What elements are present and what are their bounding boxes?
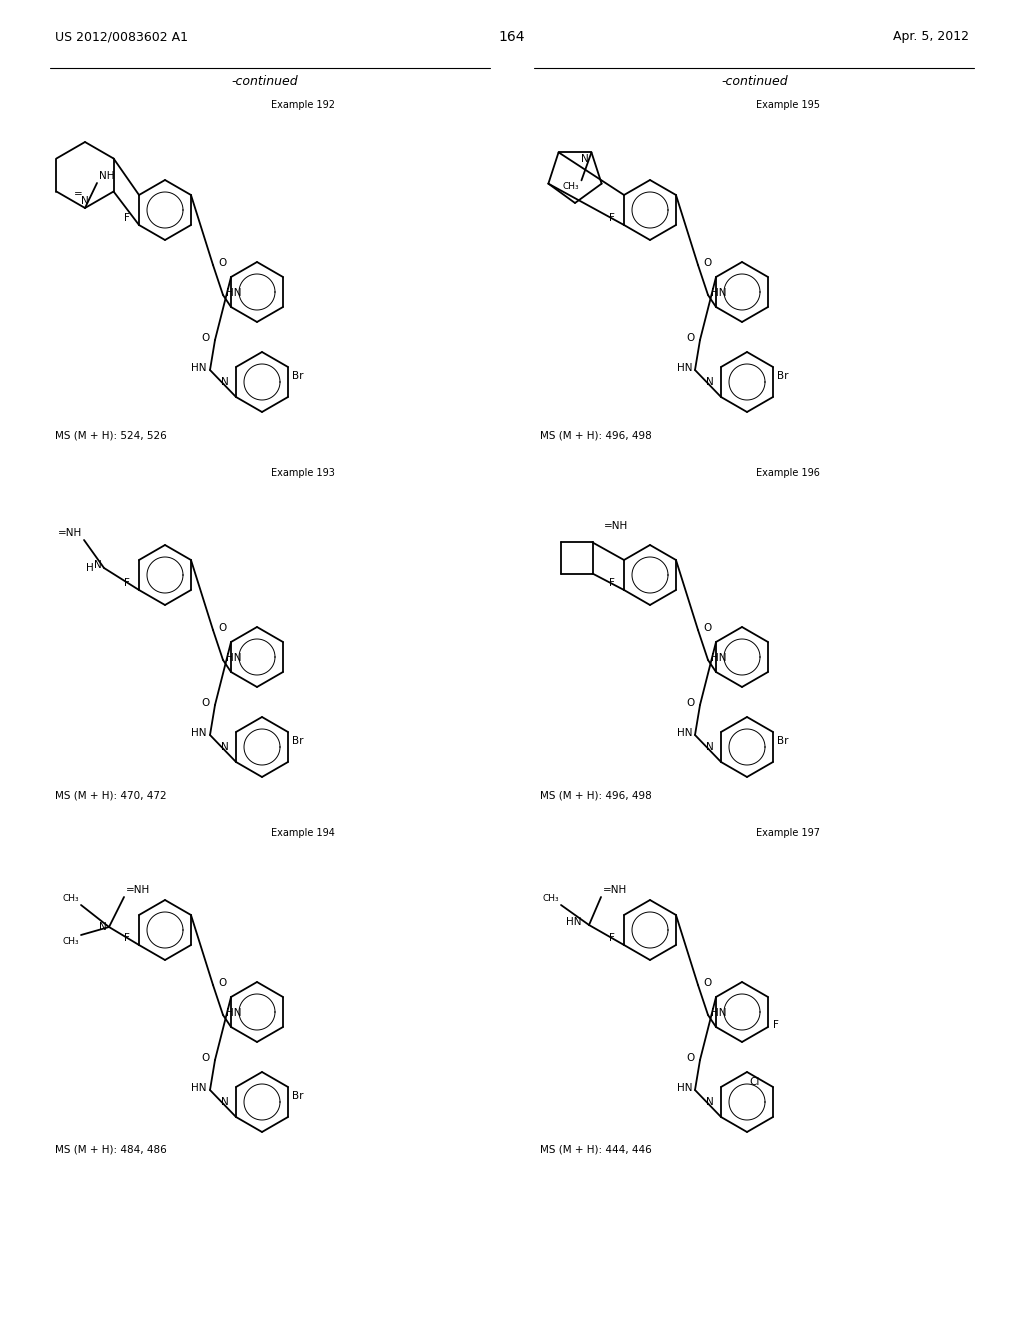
Text: Br: Br <box>292 1092 303 1101</box>
Text: N: N <box>221 742 229 752</box>
Text: HN: HN <box>677 1082 692 1093</box>
Text: HN: HN <box>191 363 207 374</box>
Text: O: O <box>687 698 695 708</box>
Text: MS (M + H): 470, 472: MS (M + H): 470, 472 <box>55 789 167 800</box>
Text: NH: NH <box>99 172 115 181</box>
Text: N: N <box>81 195 89 206</box>
Text: F: F <box>609 578 615 587</box>
Text: F: F <box>124 933 130 942</box>
Text: O: O <box>202 1053 210 1063</box>
Text: =NH: =NH <box>57 528 82 539</box>
Text: Example 197: Example 197 <box>756 828 820 838</box>
Text: MS (M + H): 496, 498: MS (M + H): 496, 498 <box>540 430 651 440</box>
Text: F: F <box>609 933 615 942</box>
Text: O: O <box>218 978 226 987</box>
Text: N: N <box>221 1097 229 1107</box>
Text: HN: HN <box>711 288 726 298</box>
Text: Apr. 5, 2012: Apr. 5, 2012 <box>893 30 969 44</box>
Text: HN: HN <box>226 288 242 298</box>
Text: CH₃: CH₃ <box>62 937 79 946</box>
Text: CH₃: CH₃ <box>62 894 79 903</box>
Text: =NH: =NH <box>603 884 628 895</box>
Text: O: O <box>687 1053 695 1063</box>
Text: HN: HN <box>677 363 692 374</box>
Text: -continued: -continued <box>231 75 298 88</box>
Text: O: O <box>202 698 210 708</box>
Text: Br: Br <box>292 737 303 746</box>
Text: HN: HN <box>226 1008 242 1018</box>
Text: Example 195: Example 195 <box>756 100 820 110</box>
Text: CH₃: CH₃ <box>563 182 580 191</box>
Text: F: F <box>609 213 615 223</box>
Text: O: O <box>703 257 712 268</box>
Text: F: F <box>124 578 130 587</box>
Text: F: F <box>773 1020 779 1030</box>
Text: =: = <box>75 189 83 199</box>
Text: HN: HN <box>711 1008 726 1018</box>
Text: Example 192: Example 192 <box>271 100 335 110</box>
Text: =NH: =NH <box>126 884 151 895</box>
Text: O: O <box>202 333 210 343</box>
Text: N: N <box>581 154 589 165</box>
Text: Example 196: Example 196 <box>756 469 820 478</box>
Text: MS (M + H): 496, 498: MS (M + H): 496, 498 <box>540 789 651 800</box>
Text: -continued: -continued <box>722 75 788 88</box>
Text: O: O <box>218 257 226 268</box>
Text: CH₃: CH₃ <box>543 894 559 903</box>
Text: Cl: Cl <box>749 1077 760 1086</box>
Text: Example 193: Example 193 <box>271 469 335 478</box>
Text: HN: HN <box>191 729 207 738</box>
Text: MS (M + H): 524, 526: MS (M + H): 524, 526 <box>55 430 167 440</box>
Text: N: N <box>707 1097 714 1107</box>
Text: Br: Br <box>777 371 788 381</box>
Text: N: N <box>99 921 108 932</box>
Text: HN: HN <box>677 729 692 738</box>
Text: N: N <box>707 742 714 752</box>
Text: O: O <box>218 623 226 634</box>
Text: Br: Br <box>292 371 303 381</box>
Text: N: N <box>221 378 229 387</box>
Text: HN: HN <box>191 1082 207 1093</box>
Text: HN: HN <box>711 653 726 663</box>
Text: =NH: =NH <box>604 521 629 531</box>
Text: HN: HN <box>565 917 581 927</box>
Text: N: N <box>707 378 714 387</box>
Text: O: O <box>687 333 695 343</box>
Text: Example 194: Example 194 <box>271 828 335 838</box>
Text: MS (M + H): 484, 486: MS (M + H): 484, 486 <box>55 1144 167 1155</box>
Text: H: H <box>86 564 94 573</box>
Text: Br: Br <box>777 737 788 746</box>
Text: O: O <box>703 623 712 634</box>
Text: O: O <box>703 978 712 987</box>
Text: HN: HN <box>226 653 242 663</box>
Text: US 2012/0083602 A1: US 2012/0083602 A1 <box>55 30 188 44</box>
Text: MS (M + H): 444, 446: MS (M + H): 444, 446 <box>540 1144 651 1155</box>
Text: N: N <box>94 560 102 570</box>
Text: F: F <box>124 213 130 223</box>
Text: 164: 164 <box>499 30 525 44</box>
